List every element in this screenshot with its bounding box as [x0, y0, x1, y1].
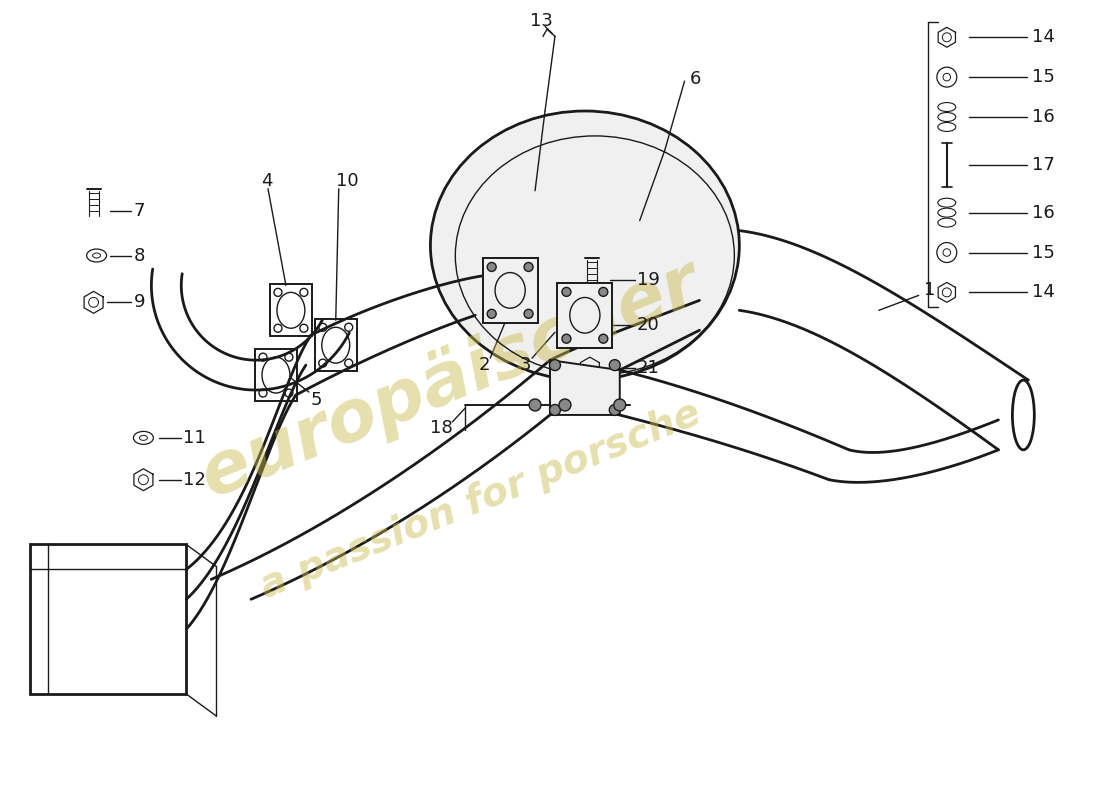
Circle shape — [609, 360, 620, 370]
Text: 6: 6 — [690, 70, 701, 88]
Text: 10: 10 — [336, 172, 359, 190]
Circle shape — [487, 310, 496, 318]
Text: 1: 1 — [924, 282, 935, 299]
Text: 17: 17 — [1032, 156, 1055, 174]
Polygon shape — [550, 360, 619, 415]
Circle shape — [529, 399, 541, 411]
Circle shape — [609, 405, 620, 415]
Text: 14: 14 — [1032, 28, 1055, 46]
Text: a passion for porsche: a passion for porsche — [254, 394, 706, 606]
Text: 8: 8 — [133, 246, 145, 265]
Text: 16: 16 — [1032, 204, 1055, 222]
Circle shape — [487, 262, 496, 271]
Circle shape — [550, 360, 561, 370]
Text: 20: 20 — [637, 316, 659, 334]
Polygon shape — [558, 283, 613, 348]
Text: 14: 14 — [1032, 283, 1055, 302]
Circle shape — [559, 399, 571, 411]
Text: 4: 4 — [261, 172, 273, 190]
Text: 21: 21 — [637, 359, 660, 377]
Circle shape — [598, 287, 608, 296]
Text: 9: 9 — [133, 294, 145, 311]
Text: 7: 7 — [133, 202, 145, 220]
Circle shape — [524, 262, 534, 271]
Text: 5: 5 — [311, 391, 322, 409]
Text: 2: 2 — [478, 356, 490, 374]
Polygon shape — [483, 258, 538, 322]
Text: 18: 18 — [430, 419, 453, 437]
Circle shape — [562, 334, 571, 343]
Circle shape — [524, 310, 534, 318]
Text: 3: 3 — [520, 356, 531, 374]
Text: 13: 13 — [530, 12, 553, 30]
Circle shape — [614, 399, 626, 411]
Text: 16: 16 — [1032, 108, 1055, 126]
Text: 15: 15 — [1032, 243, 1055, 262]
Text: 19: 19 — [637, 271, 660, 290]
Ellipse shape — [430, 111, 739, 380]
Circle shape — [562, 287, 571, 296]
Circle shape — [598, 334, 608, 343]
Text: 15: 15 — [1032, 68, 1055, 86]
Text: 12: 12 — [184, 470, 206, 489]
Text: europäischer: europäischer — [190, 248, 711, 512]
Text: 11: 11 — [184, 429, 206, 447]
Circle shape — [550, 405, 561, 415]
